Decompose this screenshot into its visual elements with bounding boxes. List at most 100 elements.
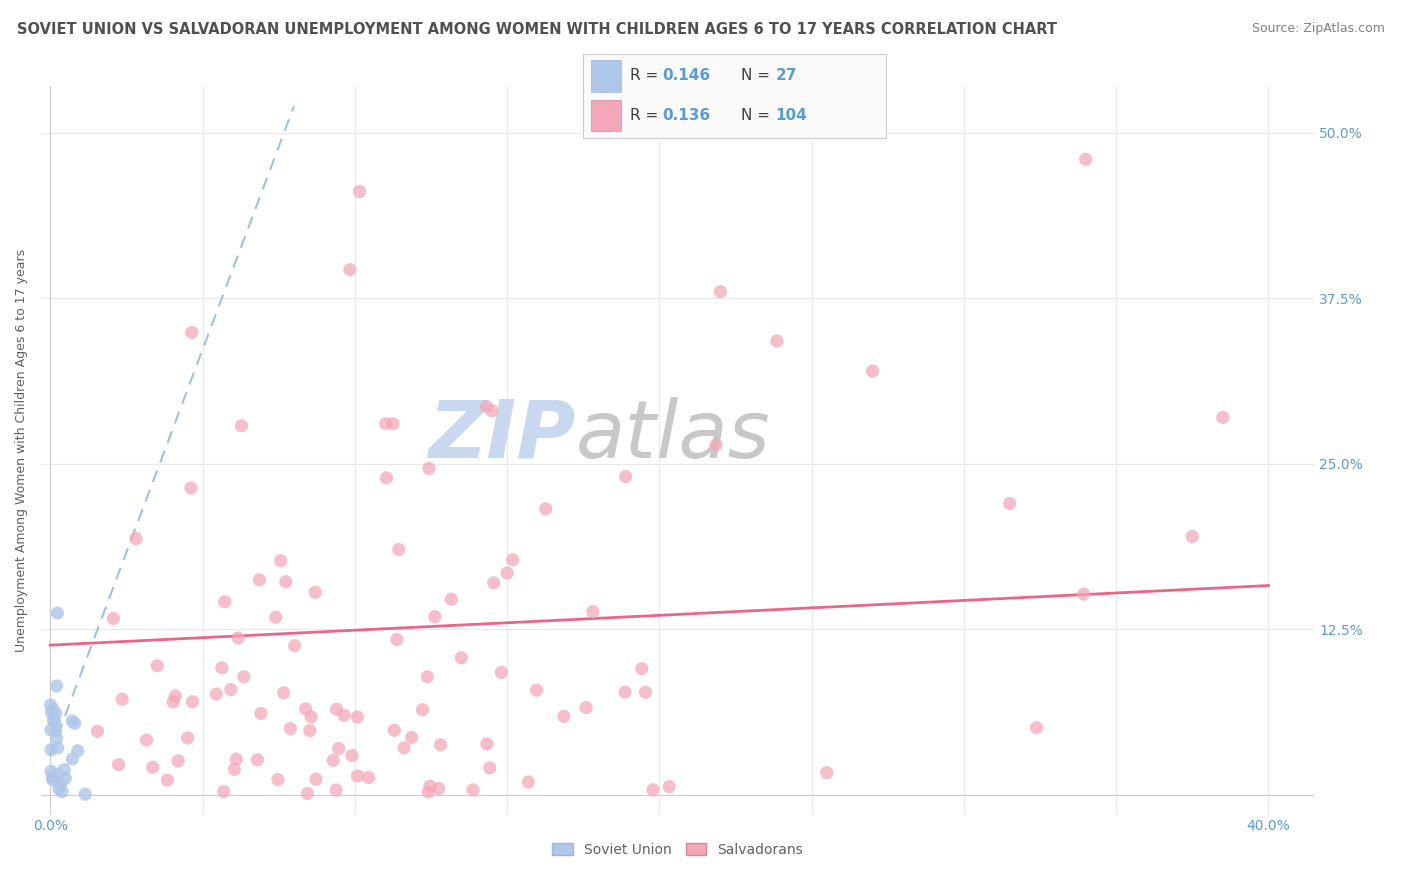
Point: [42, 702, 65, 716]
Point: [53, 772, 76, 786]
Point: [211, 661, 233, 675]
Point: [419, 779, 441, 793]
Point: [214, 595, 236, 609]
Point: [346, 769, 368, 783]
Point: [267, 772, 290, 787]
Point: [450, 650, 472, 665]
Text: N =: N =: [741, 108, 775, 123]
Point: [146, 658, 169, 673]
Point: [45, 679, 67, 693]
Point: [339, 262, 361, 277]
Text: 0.136: 0.136: [662, 108, 710, 123]
Point: [156, 773, 179, 788]
Point: [614, 685, 637, 699]
Text: atlas: atlas: [576, 397, 770, 475]
Point: [39, 698, 62, 712]
Point: [224, 763, 246, 777]
Point: [634, 685, 657, 699]
Point: [86, 724, 108, 739]
Point: [475, 737, 498, 751]
Point: [582, 605, 605, 619]
Point: [328, 741, 350, 756]
Point: [45, 706, 67, 721]
Point: [274, 574, 297, 589]
Point: [51, 785, 73, 799]
Legend: Soviet Union, Salvadorans: Soviet Union, Salvadorans: [547, 838, 808, 863]
Point: [284, 639, 307, 653]
Point: [273, 686, 295, 700]
Point: [412, 703, 434, 717]
Point: [53, 763, 76, 777]
Point: [48, 781, 70, 796]
Point: [582, 126, 605, 140]
Point: [41, 706, 63, 720]
Point: [264, 610, 287, 624]
Point: [162, 695, 184, 709]
Point: [862, 364, 884, 378]
Point: [298, 723, 321, 738]
Point: [46, 767, 69, 781]
Point: [392, 740, 415, 755]
Point: [526, 683, 548, 698]
Point: [142, 760, 165, 774]
Point: [225, 752, 247, 766]
Text: R =: R =: [630, 108, 664, 123]
Text: 27: 27: [776, 69, 797, 84]
Point: [45, 731, 67, 746]
Point: [49, 778, 72, 792]
Point: [60, 714, 83, 728]
Point: [247, 573, 270, 587]
Point: [1212, 410, 1234, 425]
Point: [553, 709, 575, 723]
Point: [111, 692, 134, 706]
Text: 104: 104: [776, 108, 807, 123]
Point: [416, 670, 439, 684]
Point: [575, 700, 598, 714]
Point: [709, 285, 731, 299]
Point: [232, 670, 254, 684]
Point: [180, 481, 202, 495]
Point: [481, 403, 503, 417]
Point: [299, 710, 322, 724]
Point: [630, 662, 652, 676]
Point: [125, 532, 148, 546]
Point: [212, 784, 235, 798]
Point: [250, 706, 273, 721]
Point: [41, 770, 63, 784]
Point: [478, 761, 501, 775]
Point: [534, 501, 557, 516]
Point: [176, 731, 198, 745]
Point: [75, 787, 97, 801]
Point: [502, 553, 524, 567]
Point: [44, 715, 66, 730]
Point: [135, 733, 157, 747]
Point: [45, 723, 67, 738]
Text: SOVIET UNION VS SALVADORAN UNEMPLOYMENT AMONG WOMEN WITH CHILDREN AGES 6 TO 17 Y: SOVIET UNION VS SALVADORAN UNEMPLOYMENT …: [17, 22, 1057, 37]
Point: [39, 742, 62, 756]
Bar: [591, 100, 621, 131]
Point: [385, 632, 408, 647]
Text: N =: N =: [741, 69, 775, 84]
Point: [658, 780, 681, 794]
Point: [429, 738, 451, 752]
Point: [66, 744, 89, 758]
Point: [63, 716, 86, 731]
Point: [46, 606, 69, 620]
Text: R =: R =: [630, 69, 664, 84]
Point: [766, 334, 789, 348]
Point: [39, 723, 62, 737]
Point: [231, 418, 253, 433]
Point: [41, 772, 63, 787]
Text: ZIP: ZIP: [429, 397, 576, 475]
Point: [357, 771, 380, 785]
Point: [165, 689, 187, 703]
Point: [246, 753, 269, 767]
Point: [280, 722, 302, 736]
Point: [270, 554, 292, 568]
Bar: [591, 61, 621, 92]
Point: [107, 757, 129, 772]
Point: [815, 765, 838, 780]
Point: [382, 417, 405, 431]
Point: [382, 723, 405, 738]
Point: [325, 783, 347, 797]
